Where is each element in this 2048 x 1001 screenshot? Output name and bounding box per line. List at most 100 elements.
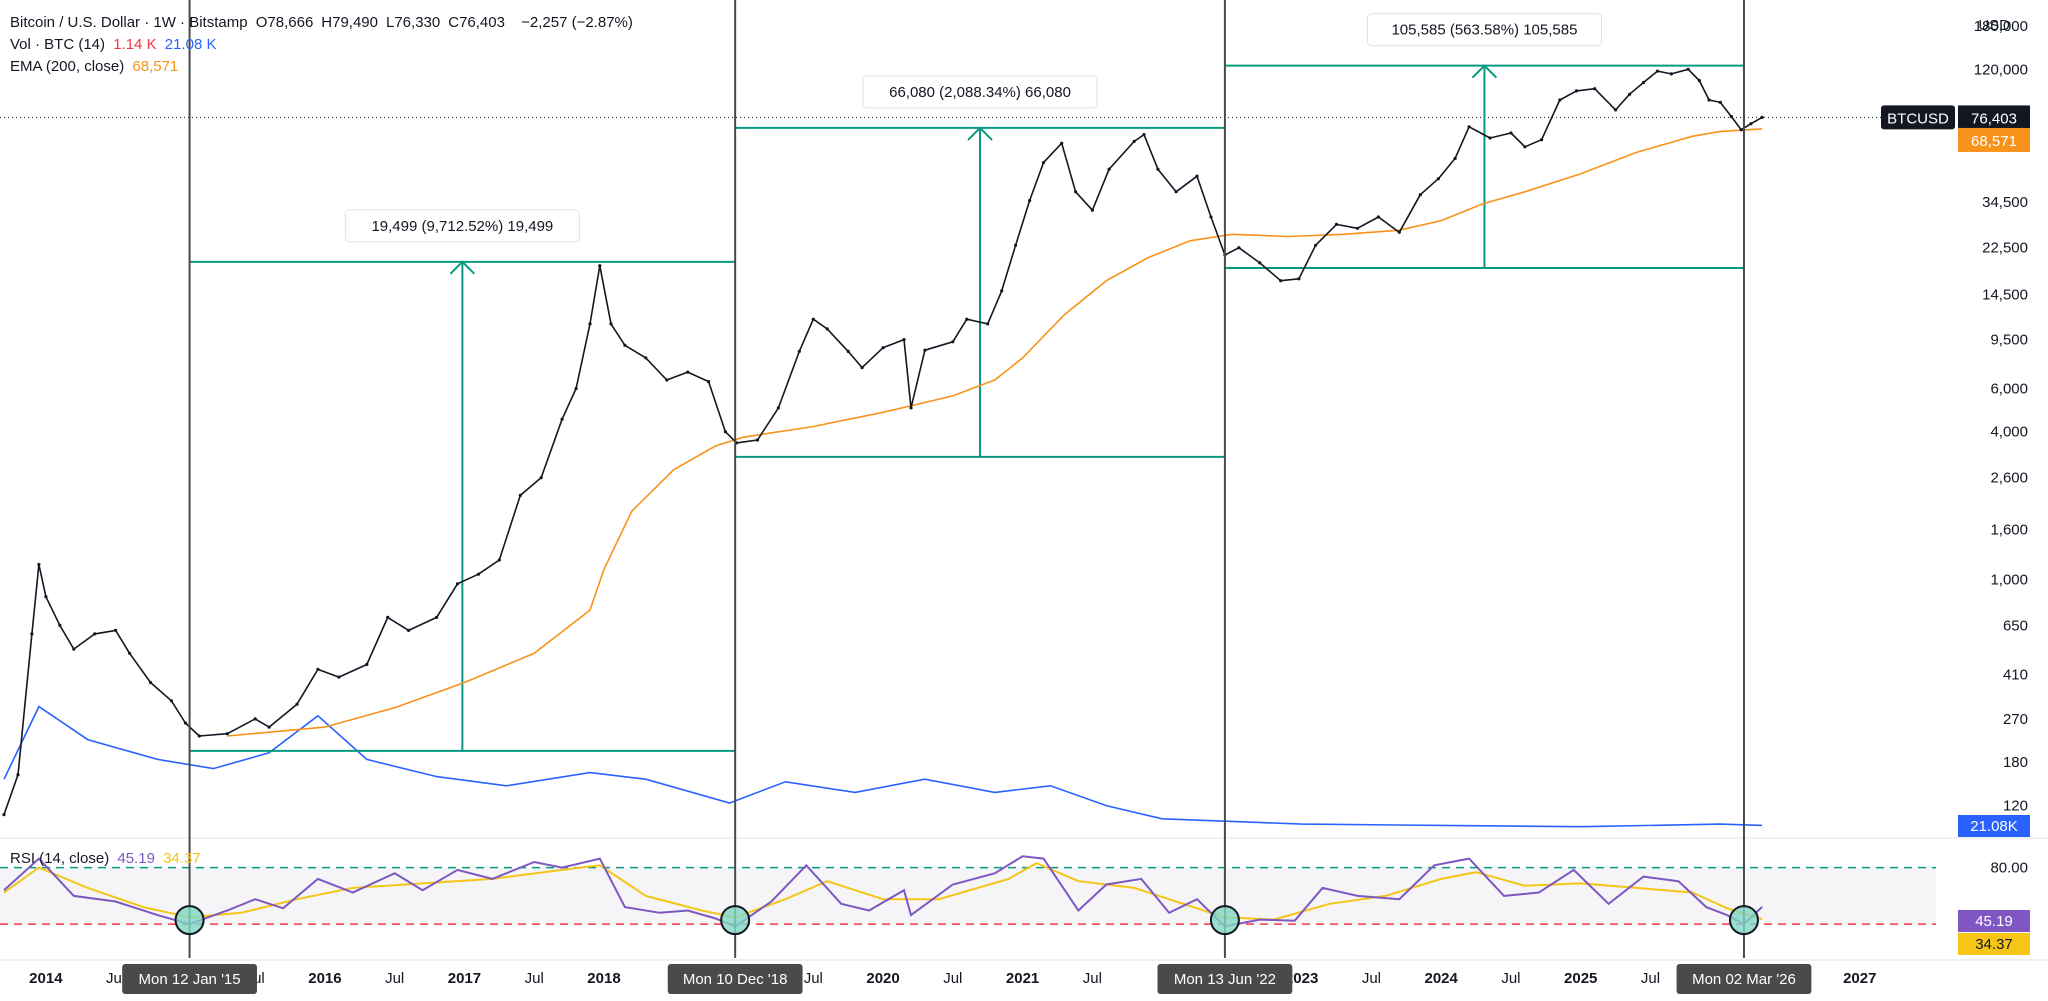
price-point <box>707 380 711 384</box>
cycle-circle-0[interactable] <box>174 905 205 936</box>
volume-pane <box>3 705 1763 828</box>
rsi-pane-background <box>0 866 1936 925</box>
price-point <box>909 406 913 410</box>
price-point <box>1142 133 1146 137</box>
price-point <box>574 386 578 391</box>
cycle-date-badge-2[interactable] <box>1157 964 1293 994</box>
price-point <box>598 264 602 268</box>
price-point <box>435 615 439 620</box>
price-point <box>1279 279 1283 283</box>
ema-line <box>227 128 1763 737</box>
price-point <box>797 349 801 353</box>
time-tick: Jul <box>1083 970 1102 987</box>
price-tick: 650 <box>2003 617 2028 634</box>
price-point <box>225 732 229 736</box>
price-point <box>644 356 648 360</box>
time-tick: 2021 <box>1006 970 1039 987</box>
cycle-measurements[interactable]: 19,499 (9,712.52%) 19,499 66,080 (2,088.3… <box>189 13 1744 752</box>
price-point <box>1000 289 1004 293</box>
price-point <box>1132 139 1136 143</box>
price-tick: 180,000 <box>1974 18 2028 35</box>
price-point <box>455 582 460 586</box>
rsi-tick: 80.00 <box>1990 860 2028 877</box>
cycle-circle-3[interactable] <box>1728 905 1759 936</box>
price-point <box>1436 177 1440 181</box>
price-point <box>386 615 390 620</box>
price-point <box>1729 115 1733 119</box>
measure-label-box-0[interactable] <box>344 209 580 243</box>
price-point <box>114 628 118 633</box>
rsi-label[interactable]: RSI (14, close) <box>10 850 110 867</box>
volume-label[interactable]: Vol · BTC (14) <box>10 36 106 53</box>
cycle-date-badge-3[interactable] <box>1676 964 1812 994</box>
price-point <box>1334 222 1339 226</box>
price-point <box>253 717 257 721</box>
symbol-title[interactable]: Bitcoin / U.S. Dollar · 1W · Bitstamp <box>10 14 248 31</box>
symbol-tag-box[interactable] <box>1881 105 1955 130</box>
cycle-circle-2[interactable] <box>1209 905 1240 936</box>
measure-label-0: 19,499 (9,712.52%) 19,499 <box>371 218 553 235</box>
measure-label-2: 105,585 (563.58%) 105,585 <box>1391 22 1577 39</box>
price-point <box>1669 72 1673 76</box>
price-point <box>1195 174 1199 178</box>
price-tick: 22,500 <box>1982 240 2028 257</box>
cycle-vertical-lines[interactable] <box>174 0 1759 958</box>
price-point <box>1523 145 1527 149</box>
price-point <box>1686 67 1690 71</box>
cycle-date-badge-0[interactable] <box>122 964 257 994</box>
price-line-layer <box>2 67 1764 817</box>
price-point <box>337 675 341 679</box>
price-point <box>588 322 592 326</box>
price-point <box>860 366 864 370</box>
price-point <box>1397 230 1401 234</box>
price-point <box>560 417 564 421</box>
rsi-value: 45.19 <box>117 850 155 867</box>
price-point <box>1376 215 1380 219</box>
price-point <box>93 632 97 636</box>
price-point <box>1297 277 1301 281</box>
ohlc-o: O78,666 <box>255 14 314 31</box>
time-tick: 2020 <box>866 970 899 987</box>
price-point <box>1060 141 1064 145</box>
measure-arrow-head-2 <box>1471 64 1498 79</box>
currency-label[interactable]: USD <box>1978 17 2010 34</box>
cycle-date-label-1: Mon 10 Dec '18 <box>683 971 788 988</box>
volume-tag-box <box>1958 815 2030 837</box>
price-point <box>1655 69 1660 73</box>
measure-arrow-head-0 <box>449 260 476 275</box>
measure-label-box-2[interactable] <box>1366 13 1602 47</box>
measure-label-box-1[interactable] <box>862 75 1098 109</box>
symbol-tag: BTCUSD <box>1887 110 1949 127</box>
price-point <box>846 349 850 353</box>
cycle-circle-1[interactable] <box>720 905 751 936</box>
price-point <box>1739 128 1743 132</box>
price-point <box>951 340 955 344</box>
price-point <box>1707 98 1711 102</box>
rsi-tag-box <box>1958 910 2030 932</box>
cycle-date-badge-1[interactable] <box>667 964 803 994</box>
price-point <box>365 662 369 667</box>
time-axis[interactable]: 2014 Jul Jul 2016 Jul 2017 Jul 2018 Jul 2020 Jul 20… <box>0 959 2048 994</box>
price-point <box>776 406 781 410</box>
time-tick: 2014 <box>29 970 63 987</box>
price-point <box>825 327 829 331</box>
price-point <box>623 343 627 347</box>
price-tick: 180 <box>2003 754 2028 771</box>
price-point <box>686 370 690 374</box>
ema-label[interactable]: EMA (200, close) <box>10 58 125 75</box>
price-point <box>1209 215 1213 219</box>
price-point <box>965 317 969 321</box>
price-point <box>1628 92 1632 96</box>
price-change: −2,257 (−2.87%) <box>521 14 633 31</box>
price-tick: 4,000 <box>1990 424 2028 441</box>
price-point <box>665 378 669 382</box>
price-point <box>1749 122 1753 126</box>
cycle-date-label-0: Mon 12 Jan '15 <box>139 971 241 988</box>
price-tick: 2,600 <box>1990 470 2028 487</box>
price-point <box>58 623 62 627</box>
price-point <box>1237 246 1241 250</box>
